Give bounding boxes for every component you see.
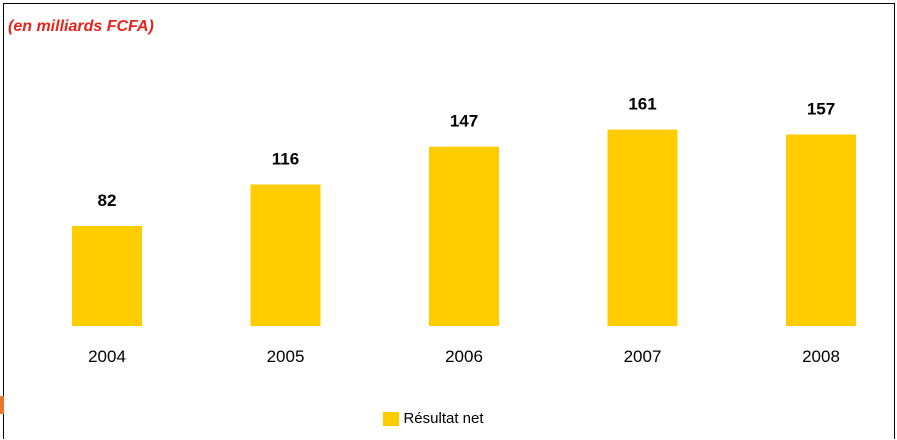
bar-2004	[72, 226, 142, 326]
x-tick-2007: 2007	[624, 347, 662, 366]
legend-swatch	[383, 411, 400, 426]
bar-2005	[250, 184, 321, 326]
unit-note: (en milliards FCFA)	[8, 18, 154, 35]
x-tick-2005: 2005	[267, 347, 305, 366]
bar-2007	[607, 129, 678, 326]
value-label-2004: 82	[98, 191, 117, 210]
bars-layer	[72, 129, 856, 326]
value-label-2006: 147	[450, 112, 478, 131]
bar-2006	[429, 146, 499, 326]
value-label-2005: 116	[272, 150, 299, 169]
slide-corner-mark	[0, 396, 4, 414]
x-tick-2004: 2004	[88, 347, 126, 366]
x-tick-2008: 2008	[802, 347, 840, 366]
value-label-2007: 161	[628, 95, 656, 114]
legend-label: Résultat net	[403, 410, 484, 427]
value-labels-layer: 82 116 147 161 157	[98, 95, 836, 210]
legend: Résultat net	[0, 410, 897, 427]
value-label-2008: 157	[807, 100, 835, 119]
x-tick-2006: 2006	[445, 347, 483, 366]
x-axis-ticks-layer: 2004 2005 2006 2007 2008	[88, 347, 840, 366]
bar-2008	[786, 134, 856, 326]
chart-frame	[3, 3, 895, 439]
